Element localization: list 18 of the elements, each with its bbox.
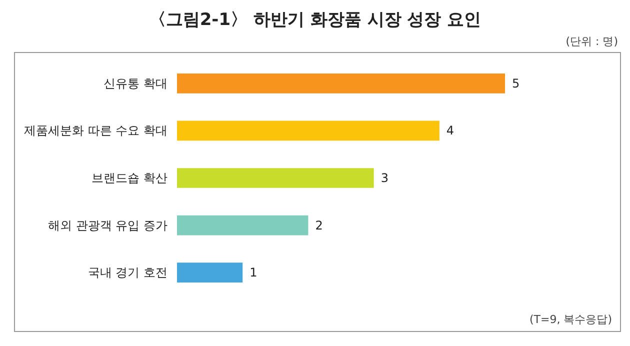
chart-title: 〈그림2-1〉 하반기 화장품 시장 성장 요인 bbox=[148, 9, 482, 31]
data-label: 5 bbox=[512, 76, 520, 90]
text: (T=9, 복수응답) bbox=[529, 312, 612, 327]
bar bbox=[177, 215, 308, 236]
y-tick-label: 제품세분화 따른 수요 확대 bbox=[24, 124, 168, 138]
data-label: 3 bbox=[380, 171, 388, 185]
bar bbox=[177, 74, 506, 94]
data-label: 1 bbox=[250, 266, 258, 280]
y-tick-label: 국내 경기 호전 bbox=[88, 266, 168, 280]
data-label: 4 bbox=[446, 124, 454, 138]
bar bbox=[177, 168, 374, 188]
y-tick-label: 브랜드숍 확산 bbox=[92, 171, 168, 185]
bar bbox=[177, 262, 243, 282]
text: (단위 : 명) bbox=[566, 34, 618, 49]
bar bbox=[177, 120, 440, 141]
data-label: 2 bbox=[315, 218, 323, 232]
y-tick-label: 신유통 확대 bbox=[104, 76, 168, 90]
y-tick-label: 해외 관광객 유입 증가 bbox=[48, 218, 168, 232]
